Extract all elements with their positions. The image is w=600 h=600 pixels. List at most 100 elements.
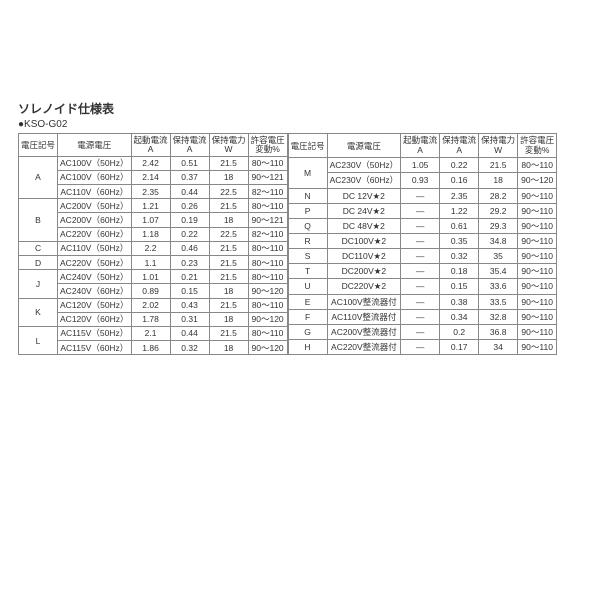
cell: — <box>401 203 440 218</box>
cell: — <box>401 249 440 264</box>
table-row: AC115V（60Hz）1.860.321890～120 <box>19 341 288 355</box>
cell: 90～110 <box>518 294 557 309</box>
voltage-code: U <box>288 279 327 294</box>
cell: 2.1 <box>131 326 170 340</box>
cell: 18 <box>209 170 248 184</box>
cell: 29.2 <box>479 203 518 218</box>
cell: 90～110 <box>518 203 557 218</box>
col-header: 保持電流A <box>170 134 209 157</box>
col-header: 許容電圧変動% <box>248 134 287 157</box>
cell: 0.26 <box>170 199 209 213</box>
cell: 90～110 <box>518 264 557 279</box>
cell: 0.22 <box>440 158 479 173</box>
cell: 36.8 <box>479 324 518 339</box>
cell: 2.14 <box>131 170 170 184</box>
cell: DC 24V★2 <box>327 203 401 218</box>
cell: 1.21 <box>131 199 170 213</box>
cell: 2.02 <box>131 298 170 312</box>
cell: DC 48V★2 <box>327 218 401 233</box>
cell: 80～110 <box>248 241 287 255</box>
table-row: RDC100V★2—0.3534.890～110 <box>288 234 557 249</box>
cell: 1.05 <box>401 158 440 173</box>
cell: AC200V（50Hz） <box>58 199 132 213</box>
cell: 82～110 <box>248 227 287 241</box>
cell: 90～121 <box>248 213 287 227</box>
cell: 80～110 <box>248 199 287 213</box>
cell: AC100V（50Hz） <box>58 156 132 170</box>
table-row: MAC230V（50Hz）1.050.2221.580～110 <box>288 158 557 173</box>
voltage-code: T <box>288 264 327 279</box>
col-header: 電圧記号 <box>288 134 327 158</box>
table-row: AC100V（60Hz）2.140.371890～121 <box>19 170 288 184</box>
table-row: GAC200V整流器付—0.236.890～110 <box>288 324 557 339</box>
cell: 0.17 <box>440 340 479 355</box>
cell: 21.5 <box>209 156 248 170</box>
col-header: 起動電流A <box>131 134 170 157</box>
cell: 0.93 <box>401 173 440 188</box>
cell: AC230V（60Hz） <box>327 173 401 188</box>
cell: 0.44 <box>170 185 209 199</box>
cell: 35.4 <box>479 264 518 279</box>
cell: AC110V整流器付 <box>327 309 401 324</box>
table-row: QDC 48V★2—0.6129.390～110 <box>288 218 557 233</box>
voltage-code: C <box>19 241 58 255</box>
table-row: LAC115V（50Hz）2.10.4421.580～110 <box>19 326 288 340</box>
cell: 21.5 <box>209 241 248 255</box>
cell: 28.2 <box>479 188 518 203</box>
table-row: JAC240V（50Hz）1.010.2121.580～110 <box>19 270 288 284</box>
cell: — <box>401 309 440 324</box>
cell: 2.35 <box>131 185 170 199</box>
cell: DC100V★2 <box>327 234 401 249</box>
col-header: 許容電圧変動% <box>518 134 557 158</box>
cell: 0.51 <box>170 156 209 170</box>
cell: 90～110 <box>518 188 557 203</box>
cell: 90～110 <box>518 249 557 264</box>
col-header: 保持電力W <box>479 134 518 158</box>
cell: 21.5 <box>209 256 248 270</box>
voltage-code: M <box>288 158 327 188</box>
cell: 90～110 <box>518 218 557 233</box>
cell: 18 <box>209 213 248 227</box>
voltage-code: P <box>288 203 327 218</box>
voltage-code: S <box>288 249 327 264</box>
voltage-code: G <box>288 324 327 339</box>
voltage-code: K <box>19 298 58 326</box>
cell: DC110V★2 <box>327 249 401 264</box>
cell: AC110V（60Hz） <box>58 185 132 199</box>
cell: AC110V（50Hz） <box>58 241 132 255</box>
cell: 0.44 <box>170 326 209 340</box>
cell: 80～110 <box>248 326 287 340</box>
table-row: HAC220V整流器付—0.173490～110 <box>288 340 557 355</box>
cell: 34.8 <box>479 234 518 249</box>
cell: 0.18 <box>440 264 479 279</box>
cell: 90～120 <box>248 312 287 326</box>
cell: 0.61 <box>440 218 479 233</box>
cell: 0.2 <box>440 324 479 339</box>
cell: 33.6 <box>479 279 518 294</box>
cell: DC200V★2 <box>327 264 401 279</box>
cell: 0.32 <box>170 341 209 355</box>
table-row: PDC 24V★2—1.2229.290～110 <box>288 203 557 218</box>
col-header: 保持電流A <box>440 134 479 158</box>
voltage-code: F <box>288 309 327 324</box>
cell: 18 <box>209 341 248 355</box>
cell: 80～110 <box>518 158 557 173</box>
cell: 80～110 <box>248 270 287 284</box>
subtitle: ●KSO-G02 <box>18 119 590 130</box>
cell: AC120V（50Hz） <box>58 298 132 312</box>
cell: 2.2 <box>131 241 170 255</box>
voltage-code: B <box>19 199 58 242</box>
cell: 1.01 <box>131 270 170 284</box>
cell: 90～110 <box>518 340 557 355</box>
cell: 0.22 <box>170 227 209 241</box>
cell: 0.32 <box>440 249 479 264</box>
cell: 0.38 <box>440 294 479 309</box>
table-row: AAC100V（50Hz）2.420.5121.580～110 <box>19 156 288 170</box>
cell: AC220V整流器付 <box>327 340 401 355</box>
cell: 0.16 <box>440 173 479 188</box>
table-row: CAC110V（50Hz）2.20.4621.580～110 <box>19 241 288 255</box>
cell: 90～120 <box>248 284 287 298</box>
cell: 0.43 <box>170 298 209 312</box>
voltage-code: R <box>288 234 327 249</box>
table-row: AC120V（60Hz）1.780.311890～120 <box>19 312 288 326</box>
